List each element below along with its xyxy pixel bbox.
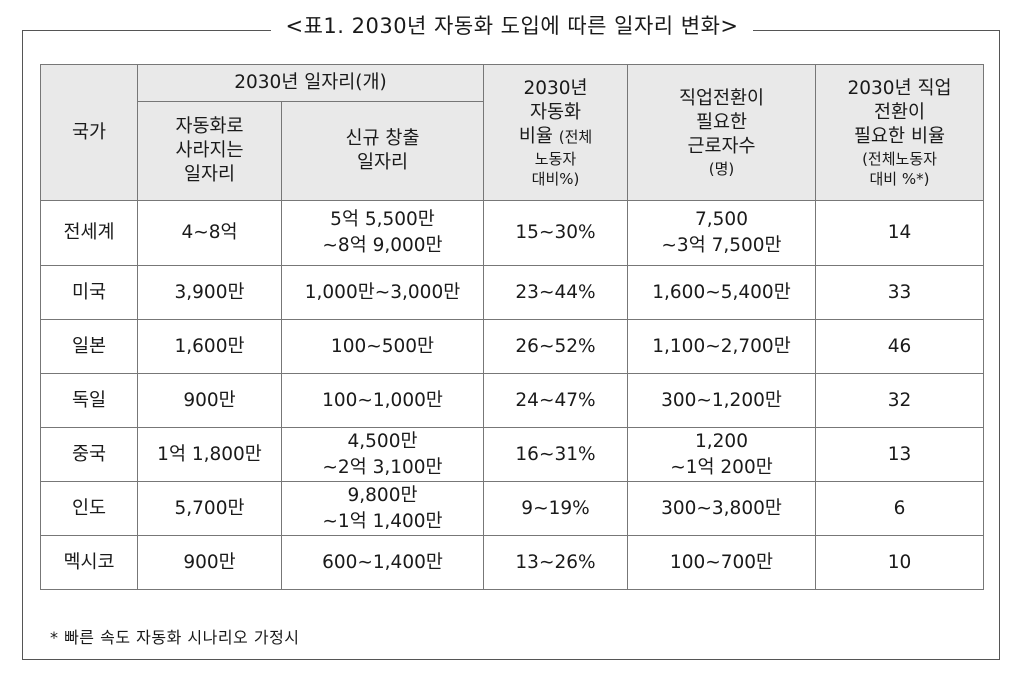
cell-transition-workers: 7,500 ∼3억 7,500만	[627, 200, 816, 266]
cell-transition-workers: 1,600∼5,400만	[627, 265, 816, 320]
cell-transition-ratio: 6	[815, 481, 984, 536]
cell-transition-workers: 1,100∼2,700만	[627, 319, 816, 374]
cell-automation-rate: 24∼47%	[483, 373, 628, 428]
cell-jobs-lost: 5,700만	[137, 481, 282, 536]
cell-jobs-new: 100∼500만	[281, 319, 484, 374]
cell-jobs-new: 4,500만 ∼2억 3,100만	[281, 427, 484, 482]
cell-jobs-lost: 1,600만	[137, 319, 282, 374]
cell-country: 멕시코	[40, 535, 138, 590]
jobs-table: 국가 2030년 일자리(개) 2030년 자동화 비율 (전체 노동자 대비%…	[40, 64, 984, 590]
cell-jobs-lost: 3,900만	[137, 265, 282, 320]
header-country: 국가	[40, 64, 138, 201]
cell-automation-rate: 15∼30%	[483, 200, 628, 266]
cell-automation-rate: 9∼19%	[483, 481, 628, 536]
cell-transition-ratio: 33	[815, 265, 984, 320]
cell-transition-ratio: 10	[815, 535, 984, 590]
header-jobs-lost: 자동화로 사라지는 일자리	[137, 101, 282, 201]
cell-country: 인도	[40, 481, 138, 536]
table-row: 인도 5,700만 9,800만 ∼1억 1,400만 9∼19% 300∼3,800만 6	[40, 481, 984, 536]
cell-jobs-new: 9,800만 ∼1억 1,400만	[281, 481, 484, 536]
table-row: 중국 1억 1,800만 4,500만 ∼2억 3,100만 16∼31% 1,200 ∼1…	[40, 427, 984, 482]
header-jobs-group: 2030년 일자리(개)	[137, 64, 484, 102]
cell-country: 전세계	[40, 200, 138, 266]
table-row: 일본 1,600만 100∼500만 26∼52% 1,100∼2,700만 46	[40, 319, 984, 374]
cell-jobs-new: 5억 5,500만 ∼8억 9,000만	[281, 200, 484, 266]
header-transition-ratio: 2030년 직업 전환이 필요한 비율 (전체노동자 대비 %*)	[815, 64, 984, 201]
cell-transition-workers: 1,200 ∼1억 200만	[627, 427, 816, 482]
cell-transition-ratio: 14	[815, 200, 984, 266]
cell-automation-rate: 13∼26%	[483, 535, 628, 590]
cell-country: 일본	[40, 319, 138, 374]
cell-transition-workers: 300∼1,200만	[627, 373, 816, 428]
cell-transition-workers: 300∼3,800만	[627, 481, 816, 536]
header-transition-workers: 직업전환이 필요한 근로자수 (명)	[627, 64, 816, 201]
cell-jobs-lost: 900만	[137, 373, 282, 428]
table-row: 멕시코 900만 600∼1,400만 13∼26% 100∼700만 10	[40, 535, 984, 590]
cell-jobs-new: 600∼1,400만	[281, 535, 484, 590]
header-automation-rate: 2030년 자동화 비율 (전체 노동자 대비%)	[483, 64, 628, 201]
cell-transition-workers: 100∼700만	[627, 535, 816, 590]
footnote: * 빠른 속도 자동화 시나리오 가정시	[50, 628, 300, 647]
cell-automation-rate: 16∼31%	[483, 427, 628, 482]
cell-jobs-new: 1,000만∼3,000만	[281, 265, 484, 320]
cell-jobs-lost: 900만	[137, 535, 282, 590]
cell-jobs-lost: 4∼8억	[137, 200, 282, 266]
cell-country: 중국	[40, 427, 138, 482]
cell-transition-ratio: 32	[815, 373, 984, 428]
table-row: 미국 3,900만 1,000만∼3,000만 23∼44% 1,600∼5,400만 3…	[40, 265, 984, 320]
cell-transition-ratio: 13	[815, 427, 984, 482]
cell-automation-rate: 23∼44%	[483, 265, 628, 320]
cell-automation-rate: 26∼52%	[483, 319, 628, 374]
table-title: <표1. 2030년 자동화 도입에 따른 일자리 변화>	[271, 14, 753, 38]
cell-transition-ratio: 46	[815, 319, 984, 374]
cell-jobs-new: 100∼1,000만	[281, 373, 484, 428]
cell-jobs-lost: 1억 1,800만	[137, 427, 282, 482]
table-row: 독일 900만 100∼1,000만 24∼47% 300∼1,200만 32	[40, 373, 984, 428]
cell-country: 독일	[40, 373, 138, 428]
header-jobs-new: 신규 창출 일자리	[281, 101, 484, 201]
table-title-wrap: <표1. 2030년 자동화 도입에 따른 일자리 변화>	[0, 10, 1024, 40]
table-row: 전세계 4∼8억 5억 5,500만 ∼8억 9,000만 15∼30% 7,500 ∼3억…	[40, 200, 984, 266]
cell-country: 미국	[40, 265, 138, 320]
